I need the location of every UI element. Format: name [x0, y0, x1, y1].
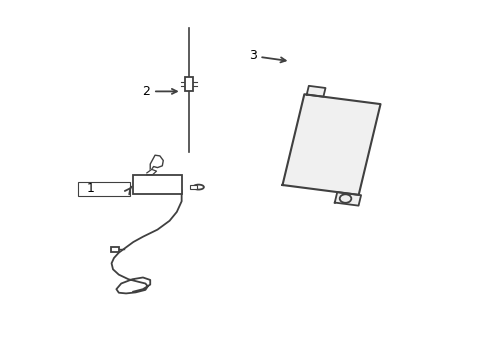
Text: 2: 2	[142, 85, 177, 98]
Bar	[189, 185, 196, 189]
Polygon shape	[334, 192, 360, 206]
Polygon shape	[306, 86, 325, 97]
Bar	[133, 175, 181, 194]
Polygon shape	[282, 94, 380, 195]
Bar	[78, 182, 130, 196]
Polygon shape	[146, 169, 156, 175]
Bar	[110, 247, 119, 252]
Text: 3: 3	[248, 49, 285, 62]
Bar	[184, 77, 193, 91]
Text: 1: 1	[87, 183, 95, 195]
Ellipse shape	[193, 185, 203, 190]
